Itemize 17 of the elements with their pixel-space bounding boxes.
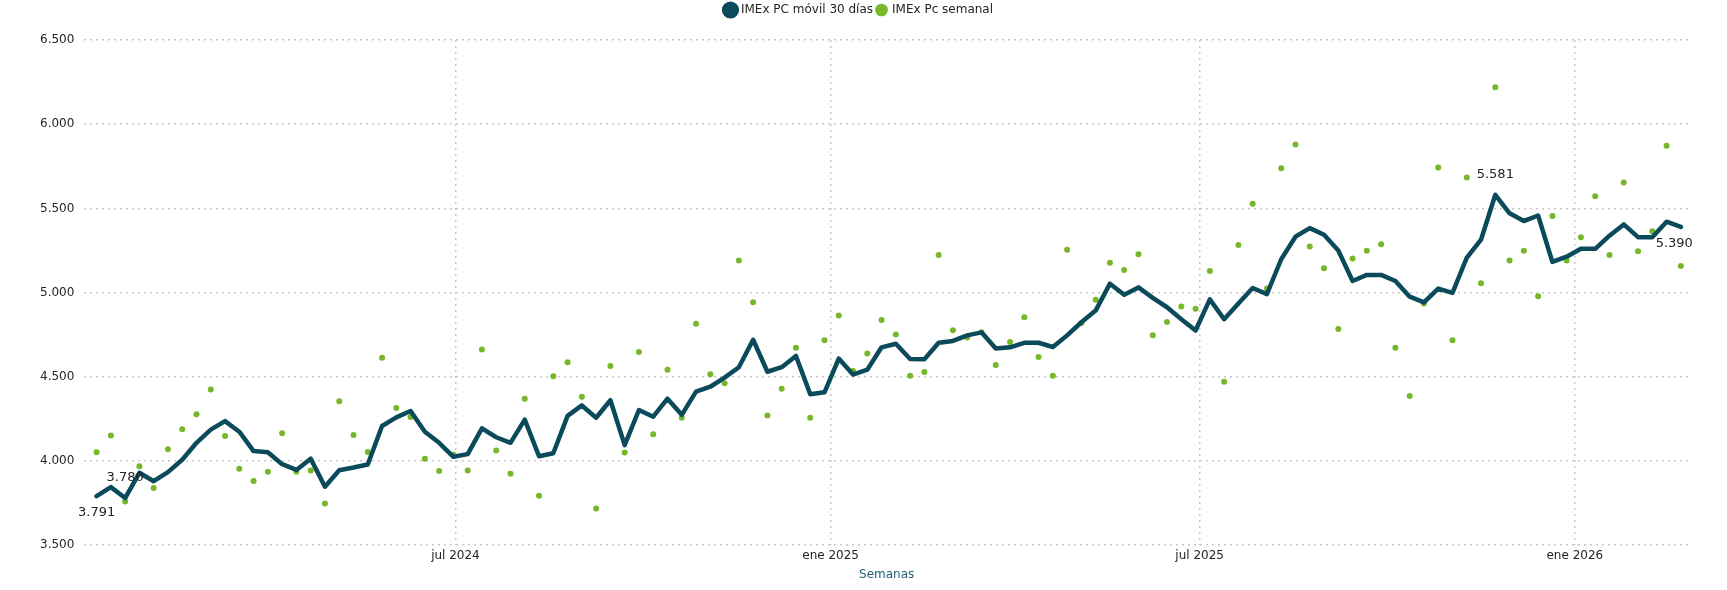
data-label: 3.791: [77, 504, 116, 520]
x-tick-label: jul 2024: [430, 547, 480, 562]
y-tick-label: 4.000: [39, 453, 75, 468]
x-axis-title: Semanas: [859, 566, 915, 581]
x-tick-label: jul 2025: [1174, 547, 1224, 562]
y-tick-label: 5.500: [39, 200, 75, 215]
x-tick-label: ene 2025: [802, 547, 859, 562]
data-label: 5.390: [1655, 234, 1693, 250]
y-tick-label: 4.500: [39, 368, 75, 383]
legend-label: IMEx PC móvil 30 días: [740, 2, 874, 17]
x-tick-label: ene 2026: [1546, 547, 1604, 562]
legend-label: IMEx Pc semanal: [892, 2, 994, 17]
y-tick-label: 3.500: [39, 537, 75, 552]
y-tick-label: 6.000: [39, 116, 75, 131]
data-label: 5.581: [1476, 165, 1514, 181]
y-tick-label: 6.500: [39, 32, 75, 47]
y-tick-label: 5.000: [39, 284, 75, 299]
